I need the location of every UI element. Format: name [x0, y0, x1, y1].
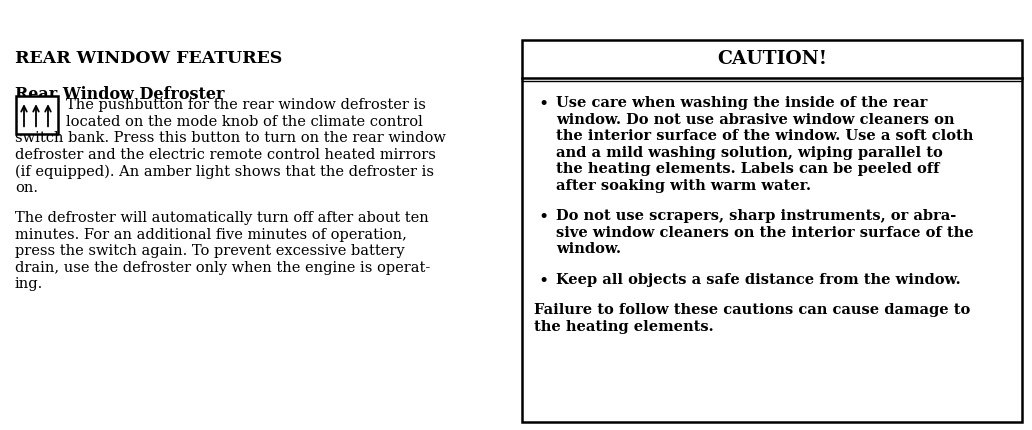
- Text: Rear Window Defroster: Rear Window Defroster: [15, 86, 225, 103]
- Text: 144   UNDERSTANDING THE FEATURES OF YOUR VEHICLE: 144 UNDERSTANDING THE FEATURES OF YOUR V…: [8, 11, 433, 24]
- Text: CAUTION!: CAUTION!: [717, 50, 827, 68]
- Bar: [17, 96, 58, 134]
- Text: on.: on.: [15, 181, 38, 195]
- Text: switch bank. Press this button to turn on the rear window: switch bank. Press this button to turn o…: [15, 131, 446, 145]
- Text: The pushbutton for the rear window defroster is: The pushbutton for the rear window defro…: [66, 98, 426, 112]
- Text: minutes. For an additional five minutes of operation,: minutes. For an additional five minutes …: [15, 228, 407, 242]
- Bar: [522, 40, 1022, 422]
- Text: window.: window.: [556, 242, 621, 256]
- Text: ing.: ing.: [15, 277, 43, 291]
- Text: located on the mode knob of the climate control: located on the mode knob of the climate …: [66, 115, 423, 129]
- Text: (if equipped). An amber light shows that the defroster is: (if equipped). An amber light shows that…: [15, 164, 434, 178]
- Text: and a mild washing solution, wiping parallel to: and a mild washing solution, wiping para…: [556, 146, 943, 160]
- Text: •: •: [538, 96, 548, 113]
- Text: after soaking with warm water.: after soaking with warm water.: [556, 179, 811, 193]
- Text: the heating elements. Labels can be peeled off: the heating elements. Labels can be peel…: [556, 162, 939, 176]
- Text: Keep all objects a safe distance from the window.: Keep all objects a safe distance from th…: [556, 273, 961, 287]
- Text: Use care when washing the inside of the rear: Use care when washing the inside of the …: [556, 96, 928, 110]
- Text: REAR WINDOW FEATURES: REAR WINDOW FEATURES: [15, 50, 282, 67]
- Text: Failure to follow these cautions can cause damage to: Failure to follow these cautions can cau…: [534, 303, 970, 317]
- Text: Do not use scrapers, sharp instruments, or abra-: Do not use scrapers, sharp instruments, …: [556, 209, 957, 223]
- Text: defroster and the electric remote control heated mirrors: defroster and the electric remote contro…: [15, 148, 436, 162]
- Text: The defroster will automatically turn off after about ten: The defroster will automatically turn of…: [15, 211, 428, 225]
- Text: the heating elements.: the heating elements.: [534, 320, 713, 334]
- Text: the interior surface of the window. Use a soft cloth: the interior surface of the window. Use …: [556, 129, 973, 143]
- Text: window. Do not use abrasive window cleaners on: window. Do not use abrasive window clean…: [556, 113, 955, 127]
- Text: sive window cleaners on the interior surface of the: sive window cleaners on the interior sur…: [556, 226, 973, 240]
- Text: drain, use the defroster only when the engine is operat-: drain, use the defroster only when the e…: [15, 261, 430, 275]
- Text: •: •: [538, 209, 548, 226]
- Text: •: •: [538, 273, 548, 290]
- Text: press the switch again. To prevent excessive battery: press the switch again. To prevent exces…: [15, 244, 405, 258]
